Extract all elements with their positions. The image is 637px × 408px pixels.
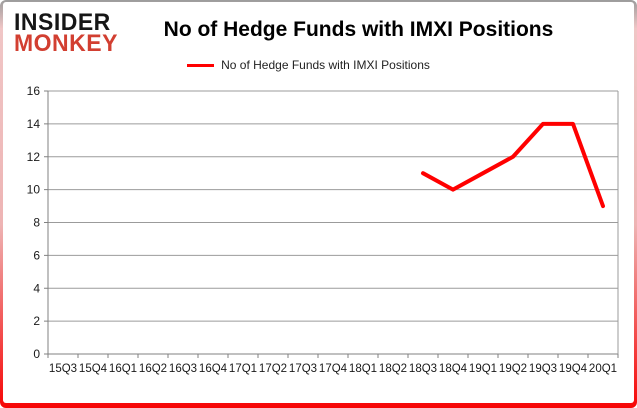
x-tick-label: 16Q3 xyxy=(169,363,197,375)
y-tick-label: 4 xyxy=(33,281,40,295)
series-line xyxy=(421,121,605,209)
x-tick-label: 17Q4 xyxy=(319,363,348,375)
x-tick-label: 17Q1 xyxy=(229,363,257,375)
y-tick-label: 10 xyxy=(27,183,41,197)
y-tick-label: 14 xyxy=(27,117,41,131)
x-tick-label: 17Q3 xyxy=(289,363,317,375)
x-tick-label: 16Q1 xyxy=(109,363,137,375)
logo-line-monkey: MONKEY xyxy=(14,29,118,57)
insider-monkey-logo: INSIDER MONKEY xyxy=(14,7,118,57)
x-tick-label: 16Q4 xyxy=(199,363,228,375)
x-tick-label: 17Q2 xyxy=(259,363,287,375)
x-tick-label: 20Q1 xyxy=(589,363,617,375)
logo-line-insider: INSIDER xyxy=(14,7,111,36)
y-tick-label: 2 xyxy=(33,314,40,328)
y-tick-label: 0 xyxy=(33,347,40,361)
chart-canvas: INSIDER MONKEY No of Hedge Funds with IM… xyxy=(3,2,634,403)
legend-line-icon xyxy=(187,63,215,67)
x-tick-label: 19Q1 xyxy=(469,363,497,375)
x-tick-label: 18Q2 xyxy=(379,363,407,375)
x-tick-label: 19Q2 xyxy=(499,363,527,375)
x-tick-label: 15Q3 xyxy=(49,363,77,375)
y-tick-label: 6 xyxy=(33,248,40,262)
x-tick-label: 16Q2 xyxy=(139,363,167,375)
y-tick-label: 16 xyxy=(27,84,41,98)
x-tick-label: 15Q4 xyxy=(79,363,108,375)
x-tick-label: 18Q4 xyxy=(439,363,468,375)
legend: No of Hedge Funds with IMXI Positions xyxy=(3,57,614,73)
y-tick-label: 8 xyxy=(33,216,40,230)
x-tick-label: 18Q1 xyxy=(349,363,377,375)
x-tick-label: 19Q3 xyxy=(529,363,557,375)
y-tick-label: 12 xyxy=(27,150,41,164)
x-tick-label: 19Q4 xyxy=(559,363,588,375)
x-tick-label: 18Q3 xyxy=(409,363,437,375)
legend-label: No of Hedge Funds with IMXI Positions xyxy=(221,58,430,72)
chart-title: No of Hedge Funds with IMXI Positions xyxy=(163,18,554,41)
